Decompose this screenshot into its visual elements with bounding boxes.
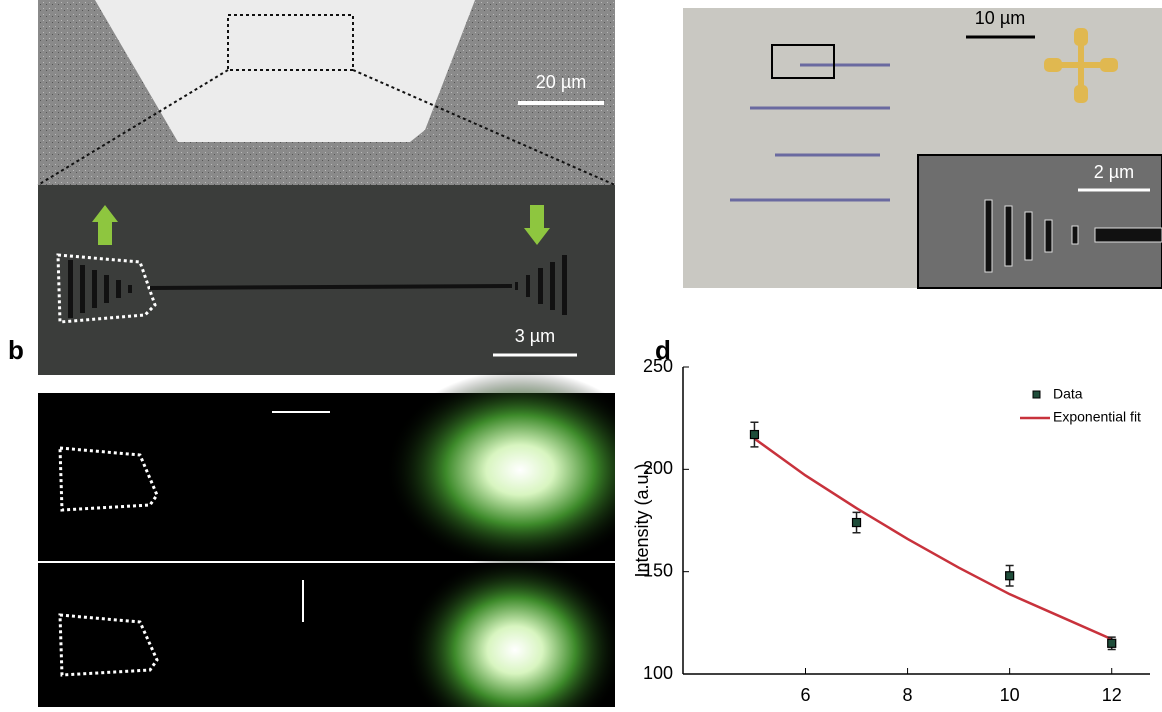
scattered-light: [405, 555, 625, 712]
y-tick-label: 200: [643, 458, 673, 478]
arrow-down: [524, 205, 550, 245]
y-axis-label: Intensity (a.u.): [632, 463, 652, 577]
x-tick-label: 12: [1102, 685, 1122, 705]
mask: [0, 561, 38, 707]
fit-line: [753, 437, 1113, 641]
mask: [615, 393, 675, 707]
devices: [730, 63, 890, 202]
scale-label: 10 µm: [975, 8, 1025, 28]
grating: [68, 255, 567, 318]
data-point: [1107, 638, 1117, 648]
legend-label: Data: [1053, 386, 1083, 402]
data-point: [1005, 571, 1015, 581]
scale-label: 2 µm: [1094, 162, 1134, 182]
marker: [1044, 28, 1118, 103]
arrow-up: [92, 205, 118, 245]
scale-label: 20 µm: [536, 72, 586, 92]
panel-a: 20 µm 3 µm: [37, 0, 616, 375]
data-point: [851, 517, 862, 528]
outline: [56, 253, 157, 324]
y-tick-label: 250: [643, 356, 673, 376]
grating: [984, 199, 1162, 273]
legend-marker: [1032, 390, 1041, 399]
y-tick-label: 100: [643, 663, 673, 683]
panel-b: b: [0, 335, 675, 712]
panel-label: d: [655, 335, 671, 365]
scattered-light: [385, 370, 655, 570]
zoom-line: [37, 69, 229, 186]
chart: 100 150 200 250 6 8 10 12 Intensity (a.u.) Data Ex…: [632, 356, 1150, 705]
inset-image: [917, 154, 1162, 289]
y-tick-label: 150: [643, 560, 673, 580]
x-tick-label: 8: [903, 685, 913, 705]
legend-label: Exponential fit: [1053, 409, 1141, 425]
sem-zoom: [38, 185, 615, 375]
scale-label: 3 µm: [515, 326, 555, 346]
data-point: [749, 429, 760, 440]
outline: [58, 613, 159, 677]
x-tick-label: 10: [1000, 685, 1020, 705]
panel-label: b: [8, 335, 24, 365]
zoom-box: [227, 14, 354, 71]
select-box: [771, 44, 835, 79]
x-tick-label: 6: [800, 685, 810, 705]
waveguide: [149, 284, 513, 290]
panel-c: 10 µm 2 µm: [683, 8, 1162, 289]
outline: [58, 446, 159, 512]
